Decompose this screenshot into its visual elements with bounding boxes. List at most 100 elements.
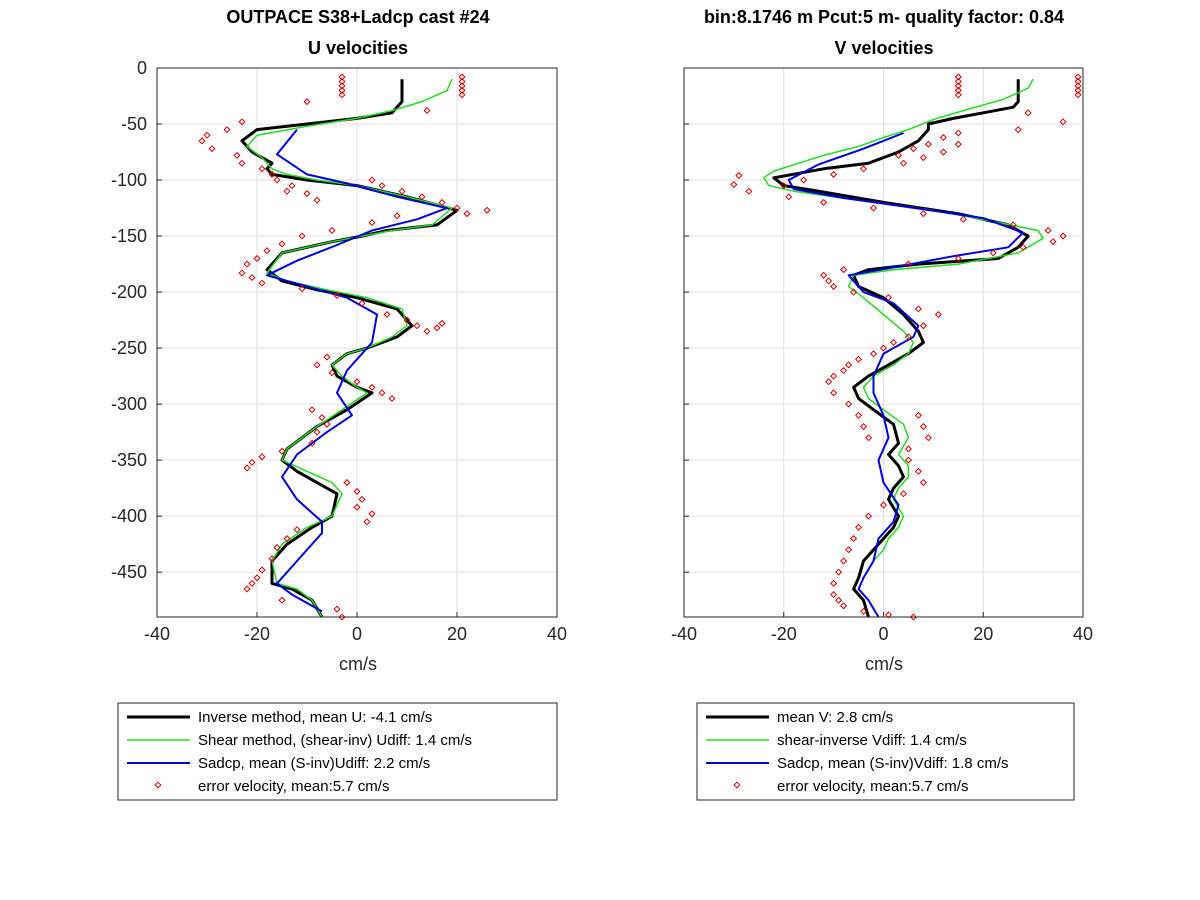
u-error-marker — [208, 145, 216, 153]
v-error-marker — [1059, 232, 1067, 240]
u-error-marker — [418, 193, 426, 201]
left-title-line1: OUTPACE S38+Ladcp cast #24 — [226, 7, 489, 27]
u-error-marker — [303, 98, 311, 106]
v-xtick-label: 0 — [878, 624, 888, 644]
v-error-marker — [860, 165, 868, 173]
v-error-marker — [904, 445, 912, 453]
v-error-marker — [954, 86, 962, 94]
u-ytick-label: -300 — [111, 394, 147, 414]
v-error-marker — [884, 611, 893, 619]
u-error-marker — [333, 291, 341, 299]
u-error-marker — [313, 196, 321, 204]
u-error-marker — [258, 566, 266, 574]
v-error-marker — [730, 180, 738, 189]
u-error-marker — [258, 279, 266, 287]
v-error-marker — [904, 333, 912, 341]
v-error-marker — [899, 490, 907, 498]
v-error-marker — [855, 355, 863, 363]
u-error-marker — [298, 285, 306, 293]
v-error-marker — [954, 140, 962, 148]
v-error-marker — [820, 198, 828, 206]
u-legend-1: Shear method, (shear-inv) Udiff: 1.4 cm/… — [198, 732, 472, 749]
u-ytick-label: -450 — [111, 562, 147, 582]
u-error-marker — [423, 327, 431, 335]
v-error-marker — [1074, 91, 1082, 99]
v-legend-0: mean V: 2.8 cm/s — [777, 709, 893, 726]
u-error-marker — [398, 187, 406, 195]
v-error-marker — [860, 607, 868, 615]
v-error-marker — [1014, 126, 1022, 134]
v-error-marker — [1074, 77, 1082, 85]
v-error-marker — [919, 154, 927, 162]
v-error-marker — [830, 282, 838, 291]
u-error-marker — [238, 118, 246, 126]
u-error-marker — [383, 310, 391, 319]
v-error-marker — [1044, 226, 1052, 234]
u-error-marker — [313, 361, 321, 369]
v-error-marker — [909, 613, 917, 621]
v-error-marker — [835, 568, 843, 576]
u-error-marker — [258, 165, 266, 173]
v-error-marker — [954, 254, 962, 263]
u-error-marker — [353, 487, 361, 496]
u-series-inverse-method — [240, 79, 459, 618]
v-series-sadcp — [787, 132, 1025, 618]
u-xtick-label: 20 — [447, 624, 467, 644]
v-error-marker — [835, 596, 843, 604]
u-error-marker — [403, 316, 411, 324]
v-error-marker — [855, 411, 863, 419]
u-error-marker — [393, 212, 401, 220]
u-error-marker — [278, 447, 286, 455]
u-error-marker — [353, 503, 361, 511]
v-error-marker — [924, 140, 932, 148]
u-error-marker — [273, 176, 281, 184]
u-error-marker — [458, 73, 466, 81]
u-error-marker — [298, 232, 306, 240]
u-error-marker — [278, 240, 286, 248]
v-error-marker — [889, 338, 898, 347]
u-error-marker — [263, 247, 271, 255]
legend-swatch-error-v — [733, 781, 741, 789]
v-axes-box — [683, 67, 1084, 618]
u-error-marker — [223, 126, 231, 134]
v-legend-2: Sadcp, mean (S-inv)Vdiff: 1.8 cm/s — [777, 755, 1008, 772]
u-error-marker — [288, 182, 296, 190]
u-error-marker — [308, 439, 316, 447]
u-ytick-label: -250 — [111, 338, 147, 358]
u-error-marker — [273, 543, 281, 552]
right-title-line2: V velocities — [834, 38, 933, 58]
v-error-marker — [954, 73, 962, 81]
u-error-marker — [253, 574, 261, 582]
u-error-marker — [308, 406, 316, 414]
v-xtick-label: -20 — [771, 624, 797, 644]
v-error-marker — [919, 479, 927, 487]
u-ytick-label: -150 — [111, 226, 147, 246]
u-error-marker — [433, 324, 441, 332]
v-error-marker — [830, 170, 838, 178]
u-error-marker — [238, 269, 246, 277]
u-error-marker — [243, 260, 251, 268]
v-error-marker — [919, 422, 927, 431]
u-error-marker — [238, 159, 246, 167]
v-error-marker — [954, 77, 962, 85]
v-error-marker — [860, 422, 868, 431]
v-legend-3: error velocity, mean:5.7 cm/s — [777, 778, 968, 795]
u-error-marker — [328, 226, 336, 234]
v-error-marker — [865, 512, 873, 520]
u-error-marker — [318, 414, 326, 422]
v-error-marker — [954, 91, 962, 99]
v-error-marker — [1074, 86, 1082, 94]
v-xtick-label: -40 — [671, 624, 697, 644]
v-error-marker — [780, 182, 788, 190]
u-error-marker — [438, 319, 446, 327]
u-error-marker — [323, 353, 331, 361]
v-series-shear-inverse-vdiff — [763, 78, 1044, 618]
u-error-marker — [378, 389, 386, 397]
v-error-marker — [914, 467, 922, 475]
u-error-marker — [458, 86, 466, 94]
u-error-marker — [248, 273, 256, 282]
u-error-marker — [258, 453, 266, 461]
v-error-marker — [1024, 109, 1032, 117]
u-legend: Inverse method, mean U: -4.1 cm/s Shear … — [117, 702, 558, 801]
